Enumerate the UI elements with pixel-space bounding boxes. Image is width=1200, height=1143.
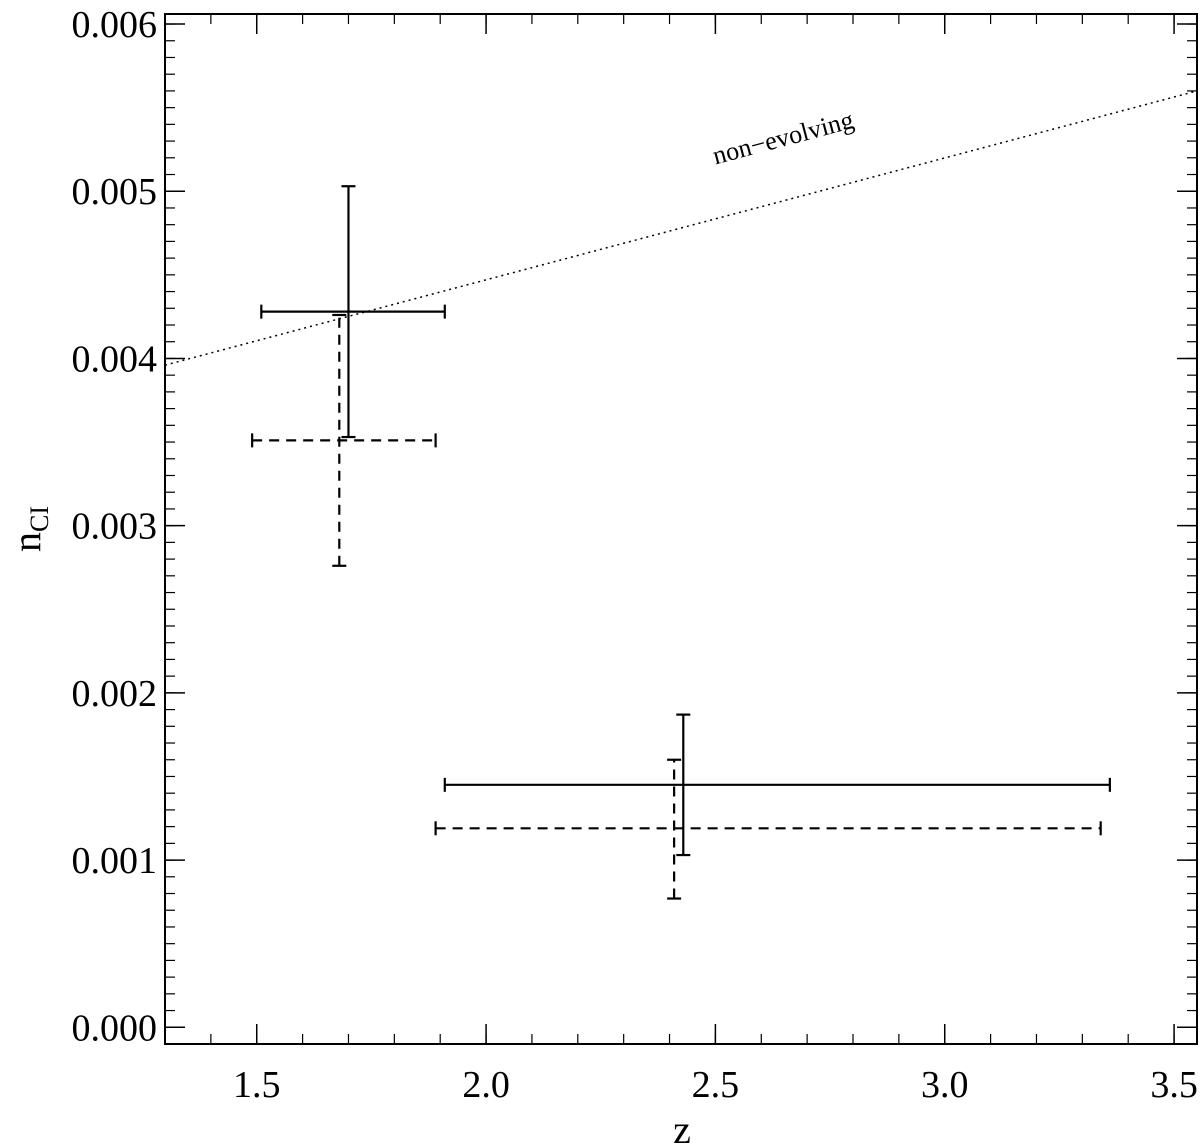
y-tick-label: 0.004 bbox=[72, 338, 158, 380]
x-tick-label: 3.0 bbox=[921, 1064, 969, 1106]
y-axis-title: nCI bbox=[4, 506, 54, 552]
x-tick-label: 2.0 bbox=[462, 1064, 510, 1106]
tick-labels: 1.5 2.0 2.5 3.0 3.5 0.000 0.001 0.002 0.003 0.004… bbox=[72, 4, 1198, 1106]
reference-line-group: non−evolving bbox=[164, 90, 1198, 366]
reference-line bbox=[164, 90, 1198, 366]
y-tick-label: 0.001 bbox=[72, 840, 158, 882]
data-marks bbox=[251, 185, 1111, 900]
y-tick-label: 0.002 bbox=[72, 673, 158, 715]
axis-ticks bbox=[164, 14, 1197, 1045]
y-tick-label: 0.003 bbox=[72, 506, 158, 548]
reference-line-label: non−evolving bbox=[709, 105, 856, 170]
plot-frame bbox=[164, 13, 1198, 1045]
x-axis-title: z bbox=[673, 1107, 691, 1143]
y-axis-title-main: n bbox=[4, 532, 49, 552]
y-tick-label: 0.005 bbox=[72, 171, 158, 213]
y-tick-label: 0.006 bbox=[72, 4, 158, 46]
x-tick-label: 1.5 bbox=[233, 1064, 281, 1106]
x-tick-label: 2.5 bbox=[692, 1064, 740, 1106]
y-axis-title-subscript: CI bbox=[25, 506, 54, 532]
y-tick-label: 0.000 bbox=[72, 1007, 158, 1049]
x-tick-label: 3.5 bbox=[1150, 1064, 1198, 1106]
